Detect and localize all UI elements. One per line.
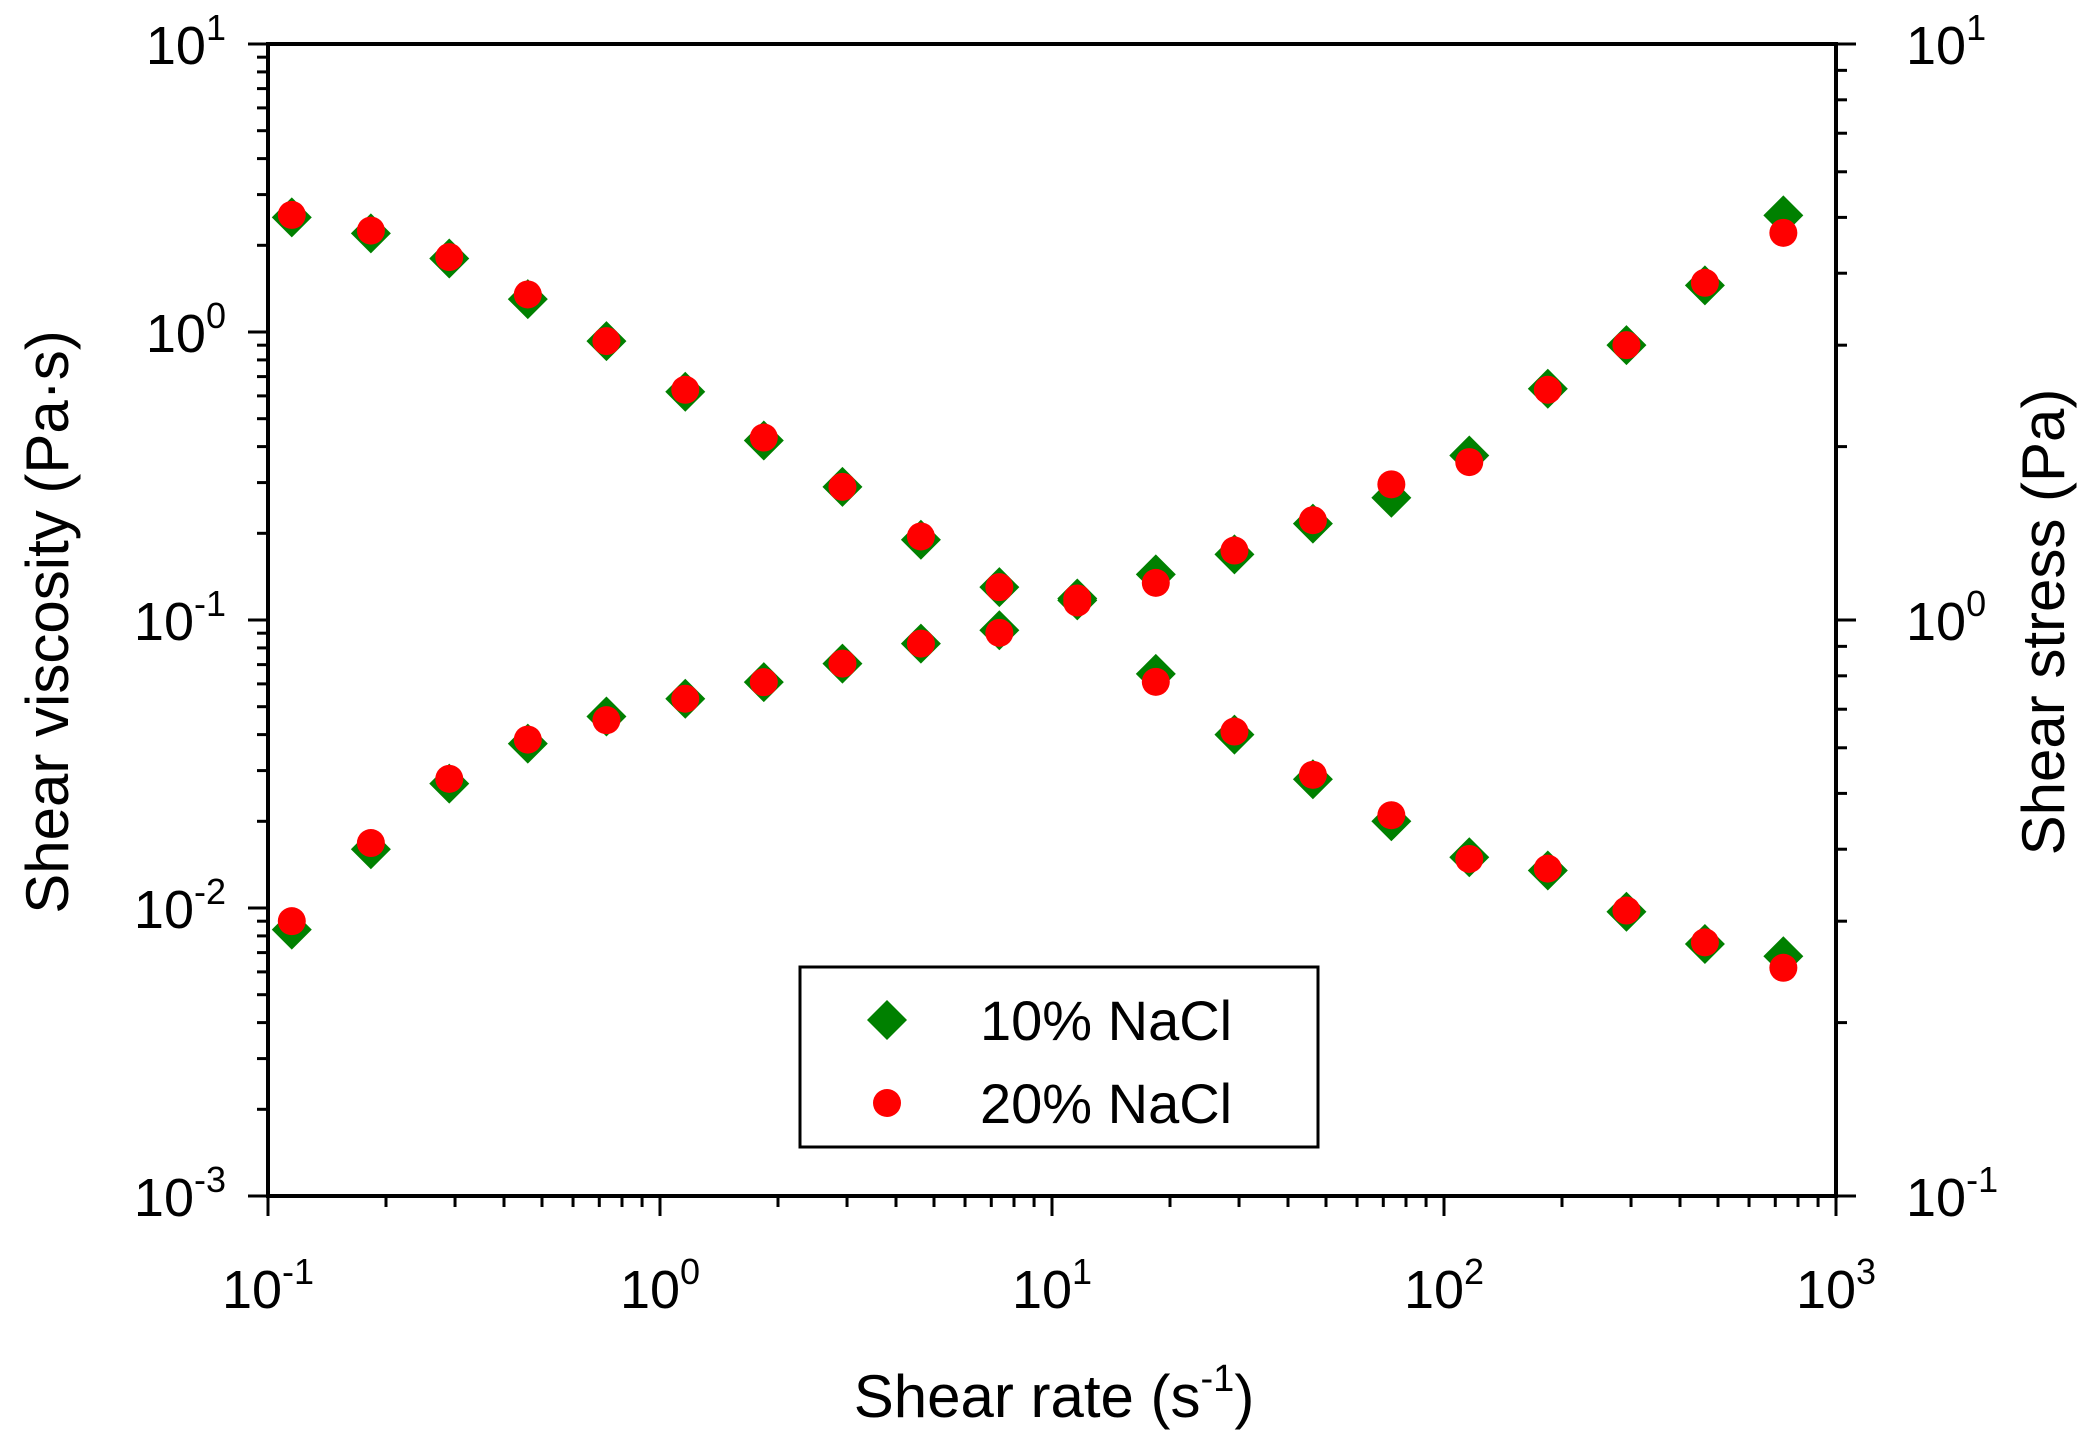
x-tick-label: 100 <box>620 1251 700 1320</box>
viscosity-point-20-nacl <box>671 375 700 404</box>
x-tick-label: 101 <box>1012 1251 1092 1320</box>
y-right-tick-label: 10-1 <box>1906 1159 1998 1228</box>
viscosity-point-20-nacl <box>906 522 935 551</box>
viscosity-point-20-nacl <box>356 216 385 245</box>
stress-point-20-nacl <box>1533 375 1562 404</box>
y-left-tick-label: 10-3 <box>134 1159 226 1228</box>
stress-point-20-nacl <box>1377 470 1406 499</box>
legend-marker-10-nacl <box>867 1000 907 1040</box>
viscosity-point-20-nacl <box>828 472 857 501</box>
viscosity-point-20-nacl <box>1455 844 1484 873</box>
y-left-tick-label: 100 <box>146 295 226 364</box>
stress-point-20-nacl <box>671 684 700 713</box>
x-tick-label: 10-1 <box>222 1251 314 1320</box>
stress-point-20-nacl <box>1769 218 1798 247</box>
axes: 10-1 100 101 102 103 10-3 10-2 10-1 100 101 10-1 10… <box>134 7 1998 1320</box>
viscosity-point-20-nacl <box>1690 928 1719 957</box>
y-left-tick-label: 101 <box>146 7 226 76</box>
x-axis-title: Shear rate (s-1) <box>854 1358 1255 1430</box>
series-layer <box>271 195 1804 982</box>
viscosity-point-20-nacl <box>277 200 306 229</box>
viscosity-point-20-nacl <box>1220 717 1249 746</box>
viscosity-point-20-nacl <box>1533 854 1562 883</box>
y-right-tick-label: 101 <box>1906 7 1986 76</box>
y-axis-right-title: Shear stress (Pa) <box>2010 389 2077 856</box>
viscosity-point-20-nacl <box>749 423 778 452</box>
viscosity-point-20-nacl <box>592 327 621 356</box>
x-tick-label: 102 <box>1404 1251 1484 1320</box>
y-right-tick-label: 100 <box>1906 583 1986 652</box>
stress-point-20-nacl <box>1455 448 1484 477</box>
viscosity-point-20-nacl <box>1298 760 1327 789</box>
stress-point-20-nacl <box>1220 536 1249 565</box>
stress-point-20-nacl <box>749 668 778 697</box>
legend-box <box>798 965 1320 1149</box>
stress-point-20-nacl <box>277 907 306 936</box>
y-left-tick-label: 10-1 <box>134 583 226 652</box>
stress-point-20-nacl <box>435 764 464 793</box>
viscosity-point-20-nacl <box>1769 953 1798 982</box>
viscosity-point-20-nacl <box>985 573 1014 602</box>
viscosity-point-20-nacl <box>1141 667 1170 696</box>
stress-point-20-nacl <box>1141 568 1170 597</box>
stress-point-20-nacl <box>356 829 385 858</box>
stress-point-20-nacl <box>592 706 621 735</box>
viscosity-point-20-nacl <box>1612 896 1641 925</box>
x-tick-label: 103 <box>1796 1251 1876 1320</box>
stress-point-20-nacl <box>1690 268 1719 297</box>
stress-point-20-nacl <box>906 629 935 658</box>
viscosity-point-20-nacl <box>1377 801 1406 830</box>
viscosity-point-20-nacl <box>513 280 542 309</box>
stress-point-20-nacl <box>1298 506 1327 535</box>
y-axis-left-title: Shear viscosity (Pa·s) <box>14 330 81 913</box>
stress-point-20-nacl <box>985 618 1014 647</box>
stress-point-20-nacl <box>828 649 857 678</box>
y-left-tick-label: 10-2 <box>134 871 226 940</box>
viscosity-point-20-nacl <box>435 243 464 272</box>
legend-label-20-nacl: 20% NaCl <box>980 1072 1232 1135</box>
legend: 10% NaCl 20% NaCl <box>798 965 1320 1149</box>
stress-point-20-nacl <box>513 725 542 754</box>
legend-marker-20-nacl <box>873 1089 901 1117</box>
legend-label-10-nacl: 10% NaCl <box>980 989 1232 1052</box>
stress-point-20-nacl <box>1612 331 1641 360</box>
stress-point-20-nacl <box>1063 584 1092 613</box>
